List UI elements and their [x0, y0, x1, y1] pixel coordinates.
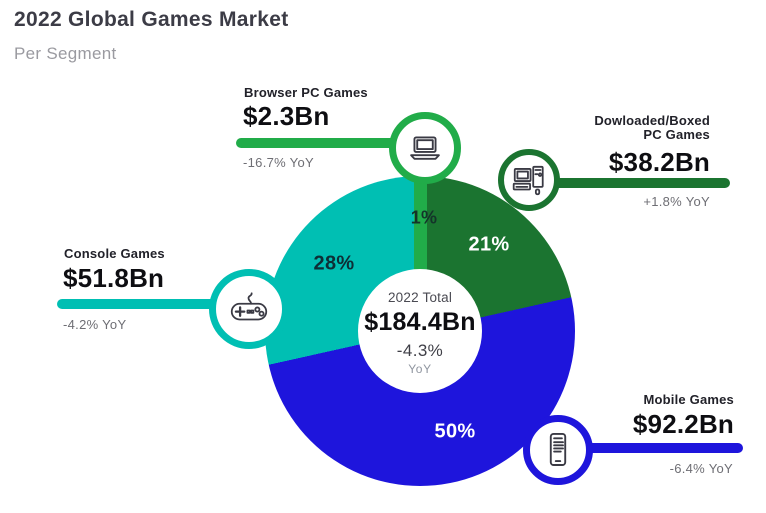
slice-label-console: 28%: [313, 252, 355, 275]
slice-label-browser: 1%: [410, 207, 438, 228]
desktop-pc-icon: [512, 165, 544, 196]
browser-callout-name: Browser PC Games: [244, 85, 368, 100]
browser-segment-stem: [414, 180, 427, 272]
page-subtitle: Per Segment: [14, 44, 117, 63]
downloaded-icon-badge: [498, 149, 560, 211]
console-callout-yoy: -4.2% YoY: [63, 317, 127, 332]
total-yoy-unit: YoY: [408, 362, 432, 376]
mobile-icon-badge: [523, 415, 593, 485]
downloaded-callout-connector: [529, 178, 730, 188]
browser-icon-badge: [389, 112, 461, 184]
downloaded-callout-yoy: +1.8% YoY: [643, 194, 710, 209]
downloaded-callout-name-line1: Dowloaded/Boxed: [594, 113, 710, 128]
donut-center-text: 2022 Total $184.4Bn -4.3% YoY: [358, 290, 482, 376]
downloaded-callout-name-line2: PC Games: [643, 127, 710, 142]
mobile-callout-connector: [558, 443, 743, 453]
console-icon-badge: [209, 269, 289, 349]
page-title: 2022 Global Games Market: [14, 8, 289, 31]
total-yoy: -4.3%: [396, 341, 444, 360]
mobile-callout-name: Mobile Games: [643, 392, 734, 407]
gamepad-icon: [230, 292, 268, 321]
console-callout-value: $51.8Bn: [63, 263, 165, 293]
smartphone-icon: [549, 432, 567, 466]
browser-callout-value: $2.3Bn: [243, 101, 330, 131]
mobile-callout-value: $92.2Bn: [632, 409, 734, 439]
total-value: $184.4Bn: [364, 308, 476, 336]
downloaded-callout-name: Dowloaded/Boxed PC Games: [594, 114, 710, 142]
slice-label-downloaded: 21%: [468, 233, 510, 256]
console-callout-connector: [57, 299, 251, 309]
total-label: 2022 Total: [387, 290, 453, 305]
slice-label-mobile: 50%: [434, 420, 476, 443]
console-callout-name: Console Games: [64, 246, 165, 261]
browser-callout-yoy: -16.7% YoY: [243, 155, 314, 170]
browser-callout-connector: [236, 138, 425, 148]
laptop-icon: [410, 136, 440, 160]
donut-hole: [358, 269, 482, 393]
mobile-callout-yoy: -6.4% YoY: [669, 461, 733, 476]
downloaded-callout-value: $38.2Bn: [608, 147, 710, 177]
